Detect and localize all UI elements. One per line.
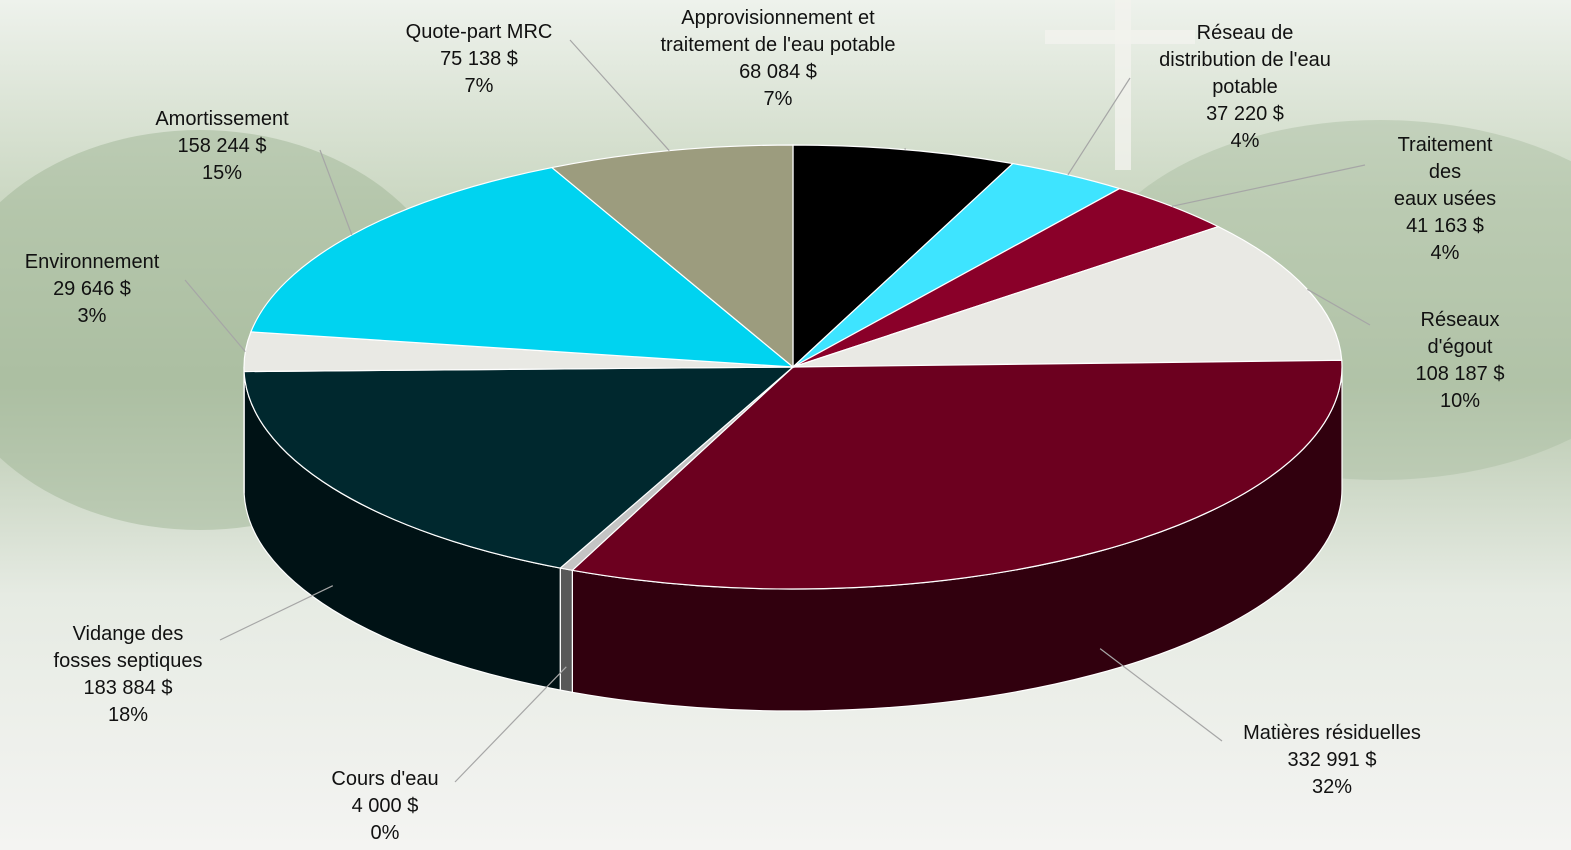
category-label: Vidange des fosses septiques	[54, 621, 203, 675]
value-label: 4 000 $	[331, 793, 438, 820]
percent-label: 3%	[25, 303, 160, 330]
percent-label: 0%	[331, 820, 438, 847]
leader-line	[455, 667, 566, 782]
percent-label: 4%	[1159, 128, 1331, 155]
value-label: 29 646 $	[25, 276, 160, 303]
category-label: Réseaux d'égout	[1405, 307, 1516, 361]
value-label: 75 138 $	[406, 46, 553, 73]
leader-line	[570, 40, 669, 151]
category-label: Cours d'eau	[331, 766, 438, 793]
category-label: Traitement des eaux usées	[1382, 132, 1508, 213]
category-label: Réseau de distribution de l'eau potable	[1159, 20, 1331, 101]
leader-line	[1100, 649, 1222, 741]
percent-label: 32%	[1243, 774, 1421, 801]
background-cross	[1115, 0, 1131, 170]
percent-label: 4%	[1382, 240, 1508, 267]
value-label: 183 884 $	[54, 675, 203, 702]
category-label: Quote-part MRC	[406, 19, 553, 46]
percent-label: 7%	[406, 73, 553, 100]
percent-label: 15%	[155, 160, 288, 187]
leader-line	[220, 586, 333, 640]
percent-label: 7%	[660, 86, 895, 113]
slice-side	[560, 568, 572, 692]
value-label: 332 991 $	[1243, 747, 1421, 774]
value-label: 41 163 $	[1382, 213, 1508, 240]
slice-label: Approvisionnement et traitement de l'eau…	[660, 5, 895, 113]
value-label: 37 220 $	[1159, 101, 1331, 128]
value-label: 158 244 $	[155, 133, 288, 160]
page: Approvisionnement et traitement de l'eau…	[0, 0, 1571, 850]
category-label: Approvisionnement et traitement de l'eau…	[660, 5, 895, 59]
category-label: Environnement	[25, 249, 160, 276]
value-label: 68 084 $	[660, 59, 895, 86]
category-label: Amortissement	[155, 106, 288, 133]
percent-label: 18%	[54, 702, 203, 729]
category-label: Matières résiduelles	[1243, 720, 1421, 747]
value-label: 108 187 $	[1405, 361, 1516, 388]
percent-label: 10%	[1405, 388, 1516, 415]
